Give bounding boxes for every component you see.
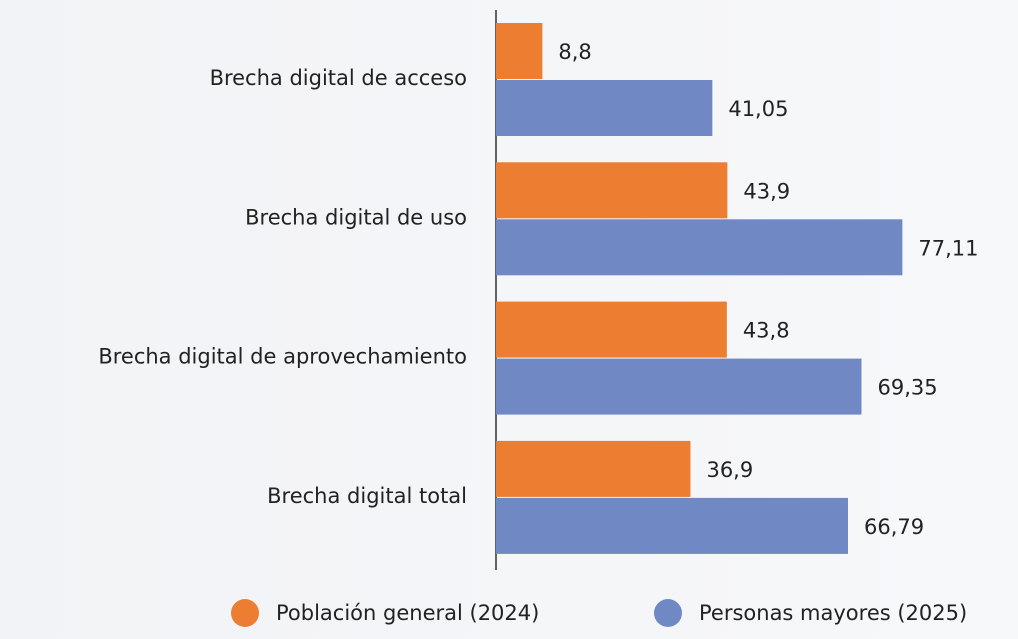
value-label: 41,05 — [728, 97, 788, 121]
value-label: 36,9 — [706, 458, 753, 482]
bar — [496, 23, 543, 79]
bar — [496, 440, 691, 497]
legend-label: Personas mayores (2025) — [699, 601, 967, 625]
value-label: 8,8 — [558, 40, 591, 64]
value-label: 77,11 — [918, 236, 978, 260]
bar — [496, 301, 727, 358]
category-label: Brecha digital de acceso — [210, 66, 467, 90]
bar — [496, 497, 848, 554]
category-label: Brecha digital de aprovechamiento — [98, 345, 467, 369]
bar — [496, 358, 862, 415]
value-label: 66,79 — [864, 515, 924, 539]
bar — [496, 219, 903, 276]
value-label: 43,9 — [743, 179, 790, 203]
category-label: Brecha digital de uso — [245, 205, 467, 229]
value-label: 69,35 — [877, 376, 937, 400]
legend-marker — [231, 599, 259, 627]
legend-label: Población general (2024) — [276, 601, 539, 625]
bar — [496, 162, 728, 219]
bar — [496, 80, 713, 136]
legend-marker — [654, 599, 682, 627]
category-label: Brecha digital total — [267, 484, 467, 508]
value-label: 43,8 — [743, 319, 790, 343]
